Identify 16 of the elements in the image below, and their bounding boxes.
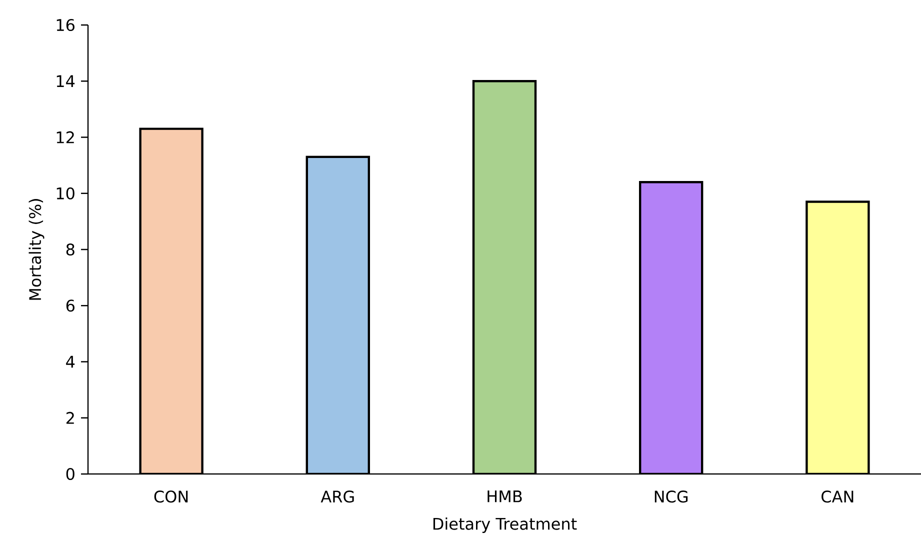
x-tick-label: ARG bbox=[320, 490, 354, 503]
y-tick-label: 8 bbox=[66, 243, 74, 256]
y-tick-label: 16 bbox=[56, 18, 74, 32]
x-tick-label: NCG bbox=[654, 490, 688, 503]
x-tick-label: CAN bbox=[822, 490, 854, 503]
x-tick-label: CON bbox=[154, 490, 188, 503]
x-tick-label: HMB bbox=[488, 490, 522, 502]
y-tick-label: 4 bbox=[66, 356, 75, 368]
y-tick-label: 10 bbox=[56, 187, 74, 200]
y-tick-label: 6 bbox=[66, 300, 74, 312]
y-tick-label: 12 bbox=[56, 131, 74, 144]
x-axis-title: Dietary Treatment bbox=[433, 517, 577, 533]
y-tick-label: 2 bbox=[66, 412, 74, 424]
y-tick-label: 0 bbox=[66, 468, 74, 480]
y-axis-title: Mortality (%) bbox=[28, 199, 44, 300]
y-tick-label: 14 bbox=[56, 75, 75, 87]
